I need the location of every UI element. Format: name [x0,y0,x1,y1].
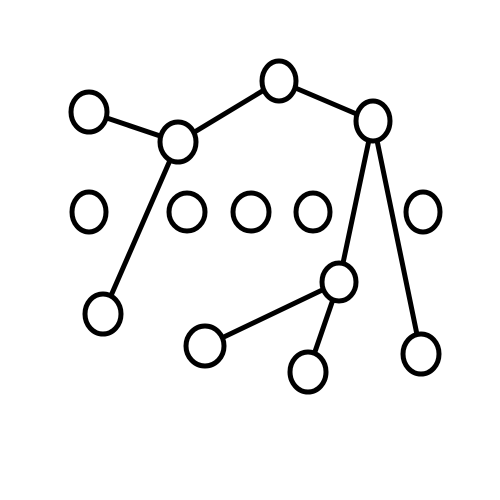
node-n5 [69,189,109,235]
node-n1 [68,89,110,135]
node-n8 [293,190,333,234]
node-n10 [82,291,124,337]
node-n7 [230,190,272,234]
node-n6 [166,190,208,234]
node-n12 [183,323,227,369]
node-n11 [319,260,359,304]
node-n2 [157,119,199,165]
node-n3 [259,58,299,104]
nodes-layer [68,58,443,395]
edge-n4-n15 [370,118,424,357]
node-n15 [400,331,442,377]
node-n9 [403,189,443,235]
node-n13 [287,349,329,395]
node-n4 [353,98,393,144]
edge-n2-n10 [100,139,181,317]
edge-n4-n11 [336,118,376,285]
edge-n11-n12 [202,279,342,349]
